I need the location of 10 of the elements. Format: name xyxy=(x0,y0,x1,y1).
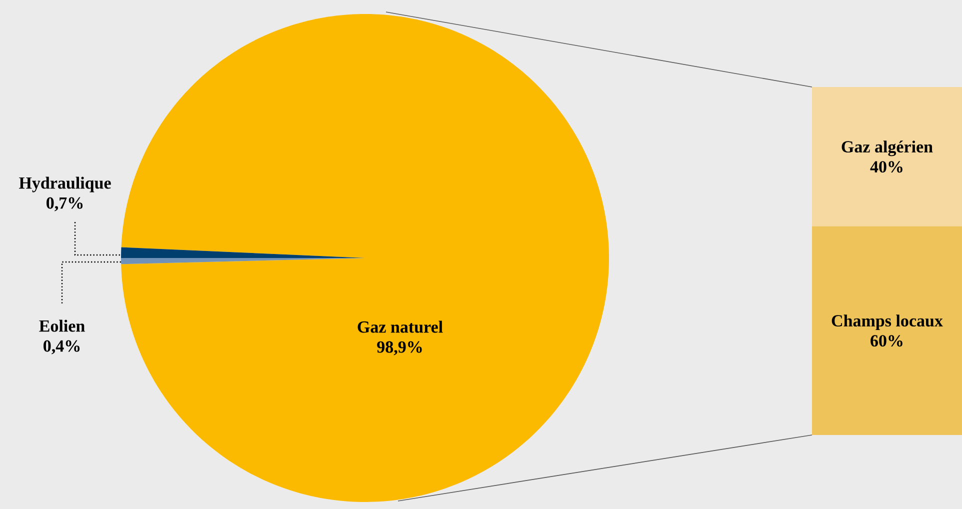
data-label: 0,7% xyxy=(46,197,83,212)
data-label: 40% xyxy=(870,161,902,173)
slice-label: Gaz naturel xyxy=(358,320,443,333)
data-label: 60% xyxy=(870,335,902,347)
series-label: Champs locaux xyxy=(832,314,943,330)
slice-label: Eolien xyxy=(39,320,85,332)
data-label: 98,9% xyxy=(377,341,422,356)
data-label: 0,4% xyxy=(44,340,80,354)
series-label: Gaz algérien xyxy=(842,140,933,156)
slice-label: Hydraulique xyxy=(19,176,111,192)
